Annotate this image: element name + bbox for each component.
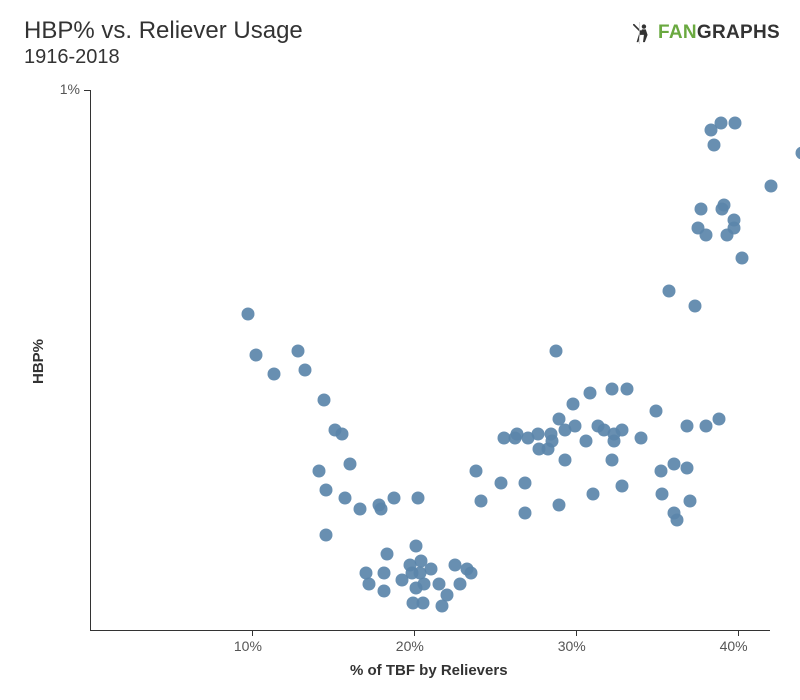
- data-point: [580, 435, 593, 448]
- data-point: [412, 491, 425, 504]
- x-tick: [414, 630, 415, 636]
- x-tick: [252, 630, 253, 636]
- data-point: [418, 577, 431, 590]
- data-point: [727, 221, 740, 234]
- data-point: [242, 307, 255, 320]
- y-axis-label: HBP%: [30, 339, 47, 384]
- data-point: [671, 514, 684, 527]
- data-point: [313, 465, 326, 478]
- data-point: [292, 345, 305, 358]
- data-point: [378, 585, 391, 598]
- data-point: [559, 454, 572, 467]
- data-point: [654, 465, 667, 478]
- data-point: [650, 405, 663, 418]
- data-point: [318, 394, 331, 407]
- data-point: [569, 420, 582, 433]
- data-point: [416, 596, 429, 609]
- logo-graphs: GRAPHS: [697, 22, 780, 43]
- data-point: [339, 491, 352, 504]
- data-point: [662, 285, 675, 298]
- x-tick-label: 40%: [720, 638, 748, 654]
- data-point: [714, 116, 727, 129]
- batter-icon: [632, 22, 654, 44]
- data-point: [620, 382, 633, 395]
- x-tick-label: 10%: [234, 638, 262, 654]
- data-point: [344, 457, 357, 470]
- data-point: [708, 139, 721, 152]
- data-point: [381, 547, 394, 560]
- x-tick-label: 20%: [396, 638, 424, 654]
- data-point: [335, 427, 348, 440]
- data-point: [552, 499, 565, 512]
- data-point: [374, 502, 387, 515]
- data-point: [700, 229, 713, 242]
- plot-area: [90, 90, 770, 630]
- data-point: [635, 431, 648, 444]
- data-point: [684, 495, 697, 508]
- data-point: [441, 589, 454, 602]
- data-point: [616, 424, 629, 437]
- data-point: [518, 506, 531, 519]
- data-point: [424, 562, 437, 575]
- data-point: [764, 180, 777, 193]
- data-point: [656, 487, 669, 500]
- data-point: [607, 435, 620, 448]
- data-point: [494, 476, 507, 489]
- data-point: [667, 457, 680, 470]
- data-point: [567, 397, 580, 410]
- data-point: [713, 412, 726, 425]
- data-point: [531, 427, 544, 440]
- data-point: [700, 420, 713, 433]
- y-tick: [84, 90, 90, 91]
- data-point: [729, 116, 742, 129]
- data-point: [470, 465, 483, 478]
- data-point: [718, 199, 731, 212]
- data-point: [298, 364, 311, 377]
- logo-text: FANGRAPHS: [658, 22, 780, 44]
- data-point: [795, 146, 800, 159]
- data-point: [436, 600, 449, 613]
- data-point: [616, 480, 629, 493]
- data-point: [353, 502, 366, 515]
- data-point: [549, 345, 562, 358]
- data-point: [680, 461, 693, 474]
- data-point: [363, 577, 376, 590]
- data-point: [688, 300, 701, 313]
- data-point: [586, 487, 599, 500]
- data-point: [583, 386, 596, 399]
- data-point: [606, 382, 619, 395]
- scatter-chart: 10% 20% 30% 40% 1% % of TBF by Relievers HBP%: [0, 80, 800, 700]
- logo-fan: FAN: [658, 22, 697, 43]
- data-point: [546, 435, 559, 448]
- data-point: [267, 367, 280, 380]
- data-point: [319, 484, 332, 497]
- data-point: [735, 251, 748, 264]
- x-axis-label: % of TBF by Relievers: [350, 662, 508, 679]
- y-tick-label: 1%: [60, 81, 80, 97]
- data-point: [475, 495, 488, 508]
- data-point: [410, 540, 423, 553]
- data-point: [319, 529, 332, 542]
- data-point: [454, 577, 467, 590]
- data-point: [695, 202, 708, 215]
- fangraphs-logo: FANGRAPHS: [632, 22, 780, 44]
- data-point: [680, 420, 693, 433]
- chart-subtitle: 1916-2018: [24, 46, 776, 69]
- data-point: [378, 566, 391, 579]
- x-tick-label: 30%: [558, 638, 586, 654]
- data-point: [518, 476, 531, 489]
- x-tick: [576, 630, 577, 636]
- data-point: [250, 349, 263, 362]
- data-point: [387, 491, 400, 504]
- x-tick: [738, 630, 739, 636]
- data-point: [606, 454, 619, 467]
- data-point: [465, 566, 478, 579]
